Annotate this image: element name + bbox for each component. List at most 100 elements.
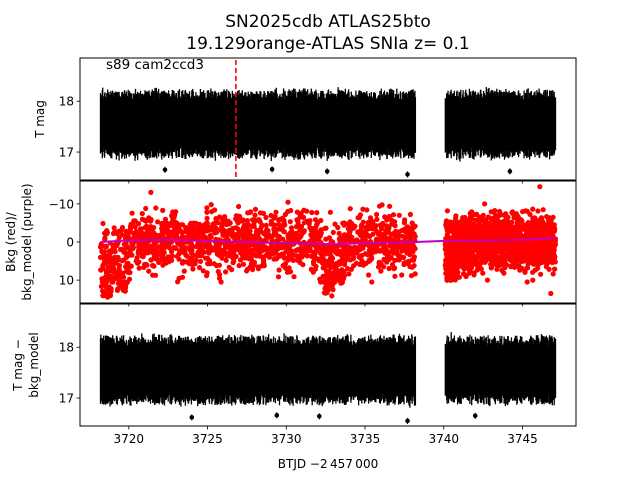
data-point: [312, 217, 319, 223]
data-point: [270, 245, 276, 252]
data-point: [393, 248, 400, 254]
data-point: [225, 218, 231, 224]
data-point: [103, 253, 109, 259]
data-point: [539, 227, 545, 233]
data-point: [515, 218, 521, 224]
data-point: [455, 241, 462, 247]
data-point: [468, 265, 475, 271]
data-point: [502, 213, 508, 219]
data-point: [127, 228, 133, 234]
data-point: [480, 241, 486, 247]
data-point: [248, 257, 255, 263]
data-point: [454, 228, 460, 234]
data-point: [262, 237, 268, 243]
data-point: [501, 233, 507, 239]
data-point: [401, 220, 408, 226]
outlier-point: [162, 167, 168, 173]
data-point: [161, 243, 167, 250]
data-point: [229, 242, 235, 248]
data-point: [350, 225, 356, 231]
data-point: [142, 261, 148, 268]
outlier-point: [324, 169, 330, 174]
data-point: [487, 228, 493, 234]
xtick-label: 3730: [271, 432, 302, 446]
data-point: [369, 226, 375, 232]
data-point: [460, 248, 466, 254]
data-point: [113, 272, 120, 278]
data-point: [475, 234, 481, 240]
data-point: [118, 246, 124, 253]
data-point: [468, 221, 475, 227]
data-point: [468, 254, 474, 260]
data-point: [215, 220, 221, 226]
data-point: [183, 227, 189, 233]
data-point: [517, 267, 523, 273]
data-point: [276, 221, 282, 227]
data-point: [280, 251, 286, 257]
data-point: [444, 275, 450, 281]
data-point: [159, 222, 165, 228]
data-point: [337, 272, 343, 278]
data-point: [221, 249, 227, 255]
data-point: [273, 256, 279, 262]
data-point: [190, 244, 196, 250]
data-point: [498, 212, 504, 218]
data-point: [524, 265, 531, 271]
data-point: [405, 246, 411, 252]
data-point: [543, 249, 549, 255]
data-point: [399, 272, 405, 278]
data-point: [308, 232, 314, 238]
data-point: [217, 214, 223, 220]
data-point: [366, 243, 372, 249]
data-point: [139, 211, 145, 217]
data-point: [229, 228, 235, 234]
data-point: [235, 219, 241, 225]
data-point: [389, 262, 396, 268]
data-point: [354, 250, 360, 256]
data-point: [299, 254, 305, 260]
data-point: [255, 233, 261, 239]
data-point: [156, 259, 162, 265]
data-point: [323, 225, 329, 231]
data-point: [350, 263, 357, 269]
data-point: [244, 228, 250, 234]
data-point: [204, 205, 210, 211]
data-point: [444, 208, 450, 214]
data-point: [152, 254, 158, 260]
data-point: [135, 231, 141, 238]
data-point: [469, 246, 475, 252]
data-point: [317, 244, 323, 250]
data-point: [461, 265, 467, 271]
data-point: [360, 206, 366, 212]
data-point: [279, 226, 285, 232]
data-point: [491, 256, 497, 262]
data-point: [462, 214, 468, 221]
data-point: [314, 210, 320, 216]
panel-middle-frame: [79, 180, 577, 304]
data-point: [206, 250, 212, 256]
series-tmag-segment-1: [444, 332, 557, 419]
data-point: [377, 230, 383, 236]
data-point: [122, 283, 128, 289]
data-point: [359, 222, 365, 228]
figure-title-line1: SN2025cdb ATLAS25bto: [225, 12, 431, 32]
data-point: [300, 262, 306, 268]
data-point: [310, 269, 316, 275]
data-point: [551, 256, 557, 262]
data-point: [107, 275, 113, 281]
data-point: [196, 265, 203, 271]
data-point: [159, 226, 165, 232]
data-point: [255, 264, 261, 270]
data-point: [356, 254, 363, 260]
data-point: [301, 207, 307, 213]
data-point: [245, 222, 251, 228]
data-point: [471, 211, 477, 218]
data-point: [367, 250, 373, 256]
data-point: [148, 226, 154, 233]
data-point: [200, 268, 206, 274]
data-point: [382, 214, 388, 220]
data-point: [512, 244, 519, 250]
data-point: [209, 209, 215, 215]
data-point: [411, 257, 417, 263]
data-point: [276, 217, 282, 223]
